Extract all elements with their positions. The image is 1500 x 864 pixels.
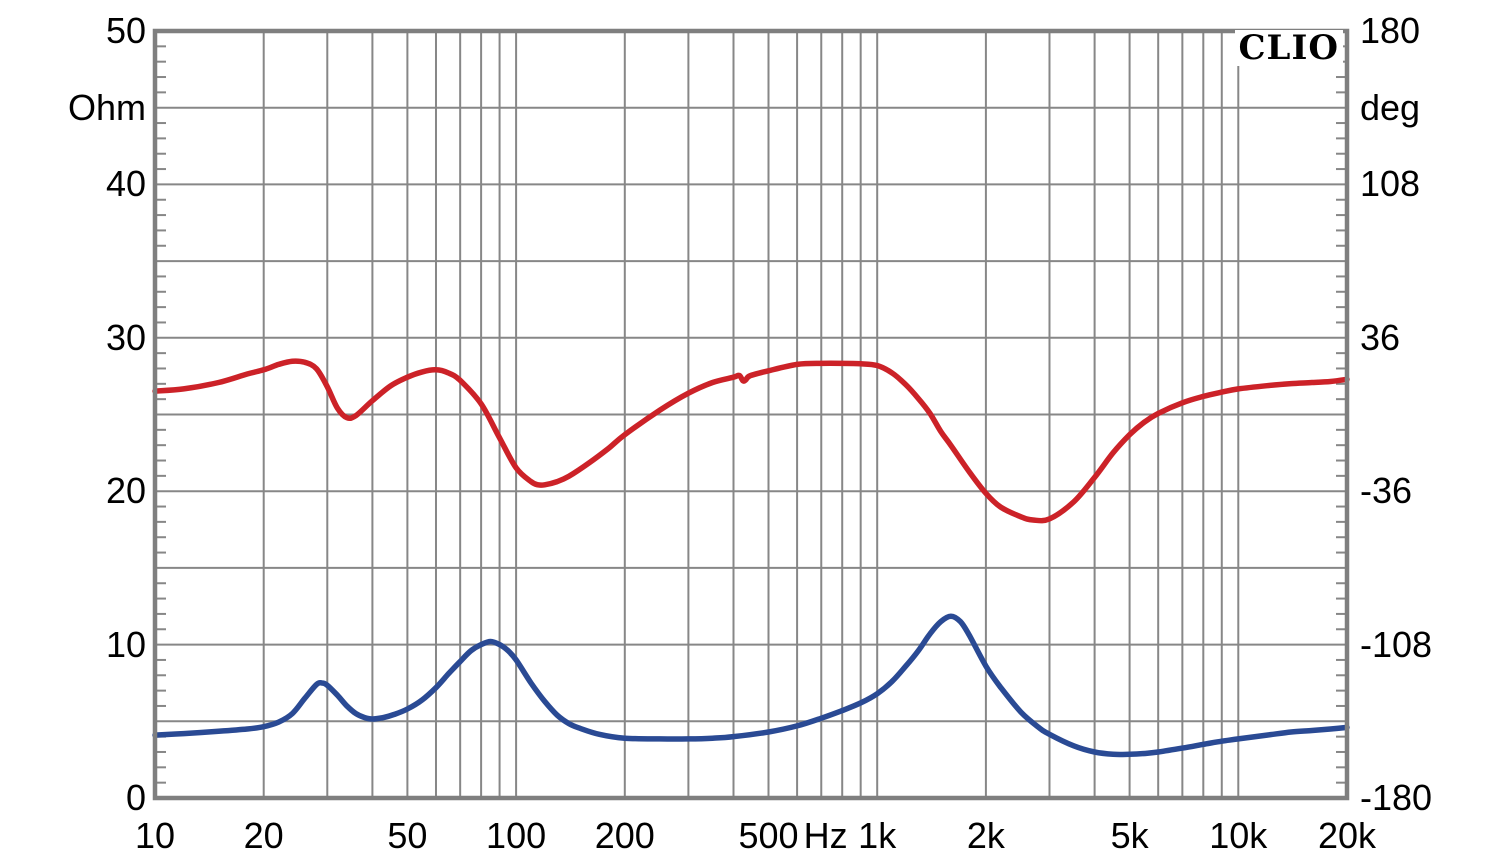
impedance-magnitude-curve [152, 613, 1350, 758]
x-axis-tick-label: 200 [594, 815, 655, 856]
impedance-phase-curve [152, 358, 1350, 524]
right-axis-tick-label: deg [1360, 86, 1421, 128]
x-axis-tick-label: 500 [738, 815, 799, 856]
right-axis-tick-label: -180 [1360, 777, 1433, 818]
left-axis-tick-label: 50 [105, 10, 146, 51]
x-axis-tick-label: 1k [858, 815, 897, 856]
left-axis-tick-label: Ohm [67, 86, 146, 128]
left-axis-tick-label: 20 [105, 470, 146, 512]
right-axis-tick-label: -108 [1360, 623, 1433, 665]
left-axis-tick-label: 40 [105, 163, 146, 205]
right-axis-tick-label: 108 [1360, 163, 1421, 205]
x-axis-tick-label: 20 [243, 815, 284, 856]
clio-logo: CLIO [1234, 30, 1343, 66]
right-axis-tick-label: 180 [1360, 10, 1421, 51]
x-axis-tick-label: 20k [1317, 815, 1377, 856]
right-axis-tick-label: 36 [1360, 316, 1401, 358]
x-axis-tick-label: 5k [1110, 815, 1149, 856]
left-axis-tick-label: 10 [105, 623, 146, 665]
x-axis-tick-label: Hz [803, 815, 848, 856]
x-axis-tick-label: 100 [486, 815, 547, 856]
left-axis-tick-label: 30 [105, 316, 146, 358]
left-axis-tick-label: 0 [125, 777, 146, 818]
x-axis-tick-label: 10 [134, 815, 176, 856]
right-axis-tick-label: -36 [1360, 470, 1413, 512]
x-axis-tick-label: 50 [387, 815, 428, 856]
x-axis-tick-label: 2k [966, 815, 1005, 856]
x-axis-tick-label: 10k [1209, 815, 1268, 856]
